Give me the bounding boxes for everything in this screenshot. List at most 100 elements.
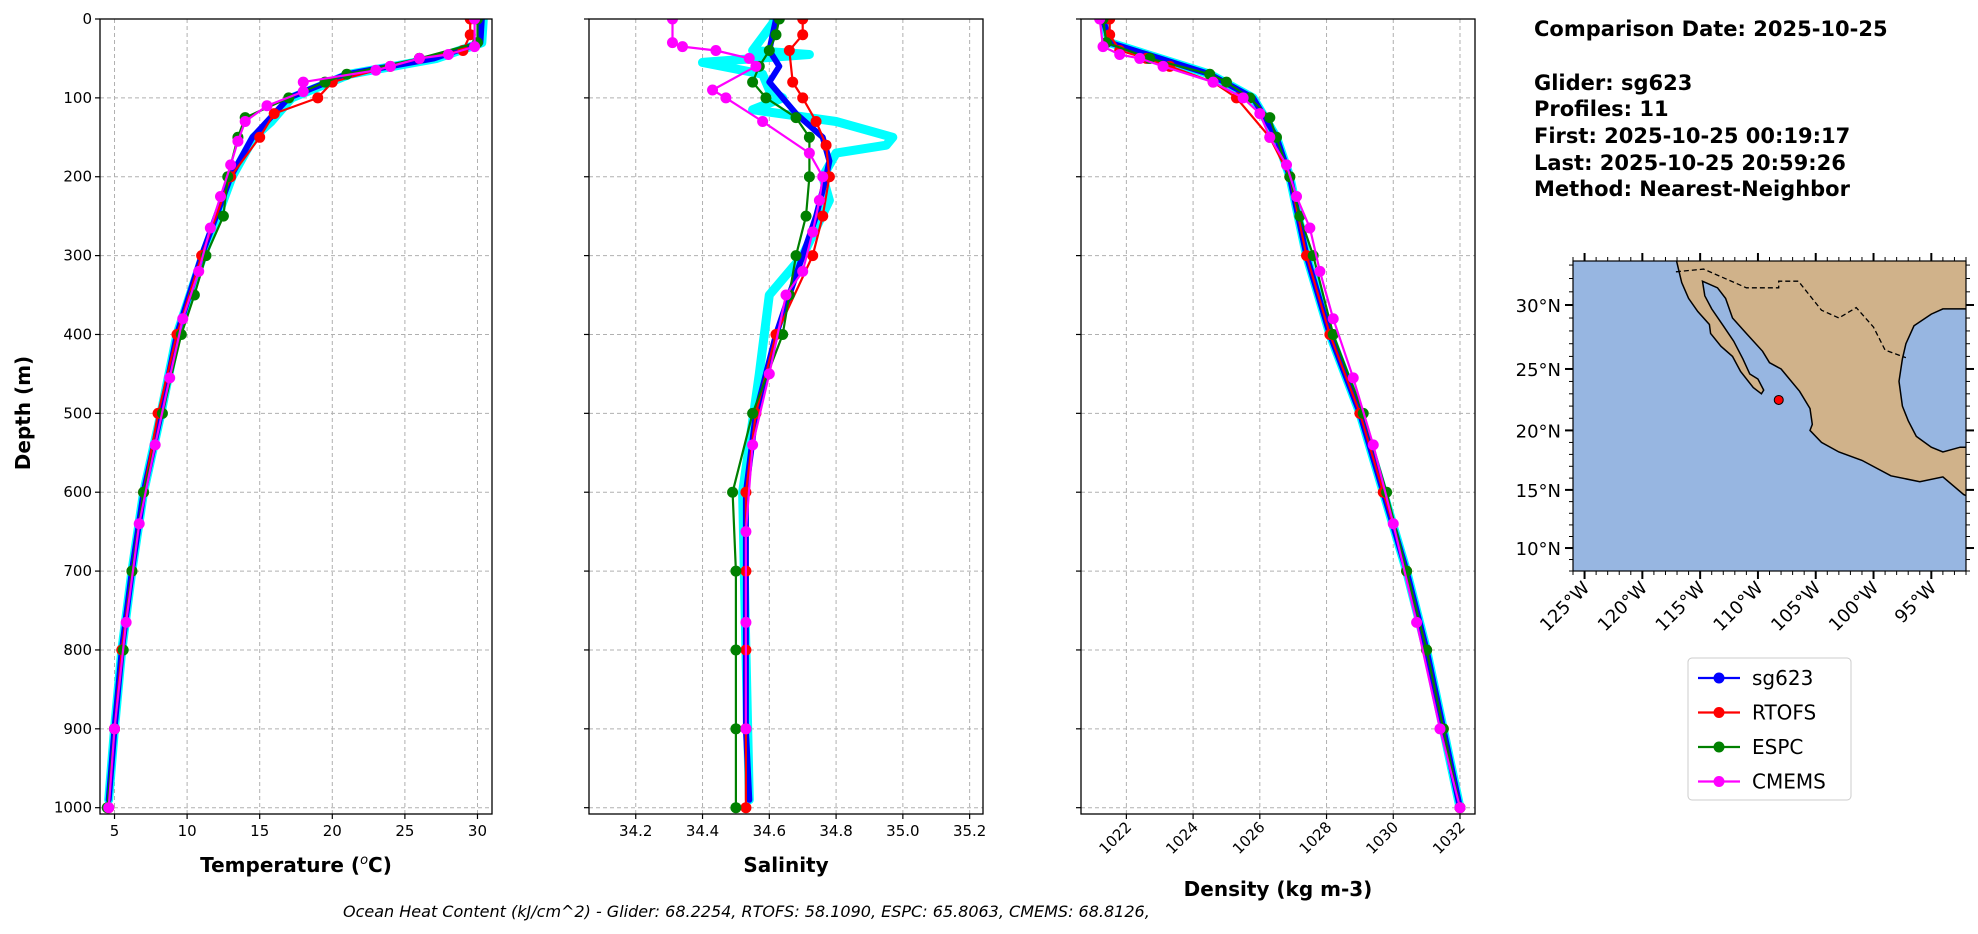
y-tick-label: 500	[63, 404, 92, 422]
data-point-cmems	[193, 265, 205, 277]
x-tick-label: 1032	[1429, 818, 1469, 858]
lon-tick-label: 125°W	[1536, 578, 1594, 636]
depth-axis-label: Depth (m)	[11, 356, 35, 470]
data-point-espc	[1327, 328, 1339, 340]
data-point-cmems	[469, 19, 481, 25]
x-tick-label: 35.2	[953, 822, 986, 840]
legend-item-sg623: sg623	[1698, 666, 1813, 690]
lat-tick-label: 30°N	[1516, 296, 1561, 317]
legend-label: sg623	[1752, 666, 1813, 690]
data-point-cmems	[204, 222, 216, 234]
data-point-cmems	[261, 100, 273, 112]
data-point-espc	[800, 210, 812, 222]
data-point-rtofs	[464, 29, 476, 41]
profile-count: Profiles: 11	[1534, 97, 1669, 121]
data-point-cmems	[1304, 222, 1316, 234]
map-layers	[1675, 261, 1966, 497]
data-point-cmems	[297, 76, 309, 88]
data-point-cmems	[780, 289, 792, 301]
country-border	[1675, 268, 1907, 359]
data-point-rtofs	[740, 802, 752, 814]
legend-item-cmems: CMEMS	[1698, 770, 1826, 794]
data-point-rtofs	[797, 19, 809, 25]
series-line-cmems	[671, 19, 824, 730]
data-point-cmems	[413, 52, 425, 64]
y-tick-label: 900	[63, 720, 92, 738]
data-point-cmems	[164, 372, 176, 384]
first-time: First: 2025-10-25 00:19:17	[1534, 124, 1850, 148]
legend-item-espc: ESPC	[1698, 735, 1803, 759]
temperature-axis-label: Temperature (oC)	[200, 853, 392, 877]
data-point-espc	[730, 723, 742, 735]
x-tick-label: 20	[323, 822, 342, 840]
data-point-espc	[760, 92, 772, 104]
legend-marker	[1713, 707, 1725, 718]
legend-label: CMEMS	[1752, 770, 1826, 794]
lon-tick-label: 105°W	[1767, 578, 1825, 636]
data-point-espc	[803, 171, 815, 183]
data-point-cmems	[297, 86, 309, 98]
data-point-cmems	[1314, 265, 1326, 277]
data-point-cmems	[370, 64, 382, 76]
data-point-cmems	[109, 723, 121, 735]
y-tick-label: 600	[63, 483, 92, 501]
data-point-cmems	[757, 116, 769, 128]
data-point-espc	[747, 76, 759, 88]
data-point-espc	[790, 250, 802, 262]
data-point-cmems	[817, 171, 829, 183]
data-point-rtofs	[820, 139, 832, 151]
data-point-cmems	[384, 60, 396, 72]
data-point-cmems	[747, 439, 759, 451]
data-point-espc	[730, 802, 742, 814]
x-tick-label: 34.6	[753, 822, 786, 840]
lon-tick-label: 100°W	[1825, 578, 1883, 636]
legend-label: ESPC	[1752, 735, 1803, 759]
legend-marker	[1713, 776, 1725, 787]
data-point-rtofs	[787, 76, 799, 88]
data-point-cmems	[763, 368, 775, 380]
data-point-cmems	[1434, 723, 1446, 735]
data-point-cmems	[750, 60, 762, 72]
data-point-cmems	[1327, 313, 1339, 325]
data-point-cmems	[1237, 92, 1249, 104]
legend: sg623 RTOFS ESPC CMEMS	[1687, 657, 1852, 801]
data-point-cmems	[720, 92, 732, 104]
lat-tick-label: 10°N	[1516, 539, 1561, 560]
x-tick-label: 1030	[1362, 818, 1402, 858]
x-tick-label: 5	[110, 822, 120, 840]
x-tick-label: 34.4	[686, 822, 719, 840]
data-point-cmems	[740, 723, 752, 735]
y-tick-label: 400	[63, 325, 92, 343]
axes-frame	[588, 18, 984, 815]
data-point-cmems	[813, 194, 825, 206]
data-point-cmems	[1264, 131, 1276, 143]
data-point-cmems	[807, 226, 819, 238]
comparison-date: Comparison Date: 2025-10-25	[1534, 17, 1888, 41]
series-line-cmems	[107, 19, 476, 809]
data-point-cmems	[1114, 48, 1126, 60]
lat-tick-label: 15°N	[1516, 481, 1561, 502]
data-point-espc	[790, 112, 802, 124]
data-point-espc	[1220, 76, 1232, 88]
data-point-cmems	[469, 41, 481, 53]
series-group	[666, 19, 898, 814]
lon-tick-label: 95°W	[1891, 578, 1941, 628]
data-point-cmems	[1347, 372, 1359, 384]
series-group	[101, 19, 488, 814]
data-point-cmems	[666, 37, 678, 49]
data-point-cmems	[120, 616, 132, 628]
y-tick-label: 700	[63, 562, 92, 580]
data-point-rtofs	[810, 116, 822, 128]
legend-frame	[1687, 657, 1852, 801]
data-point-rtofs	[783, 45, 795, 57]
data-point-espc	[763, 45, 775, 57]
data-point-cmems	[1387, 518, 1399, 530]
lat-tick-label: 20°N	[1516, 421, 1561, 442]
last-time: Last: 2025-10-25 20:59:26	[1534, 151, 1846, 175]
data-point-espc	[730, 565, 742, 577]
y-tick-label: 200	[63, 168, 92, 186]
data-point-espc	[777, 328, 789, 340]
data-point-cmems	[177, 313, 189, 325]
ocean-heat-content-caption: Ocean Heat Content (kJ/cm^2) - Glider: 6…	[343, 902, 1150, 921]
profile-panel-1: 5 10 15 20 25 3001002003004005006007008009001…	[54, 10, 493, 840]
